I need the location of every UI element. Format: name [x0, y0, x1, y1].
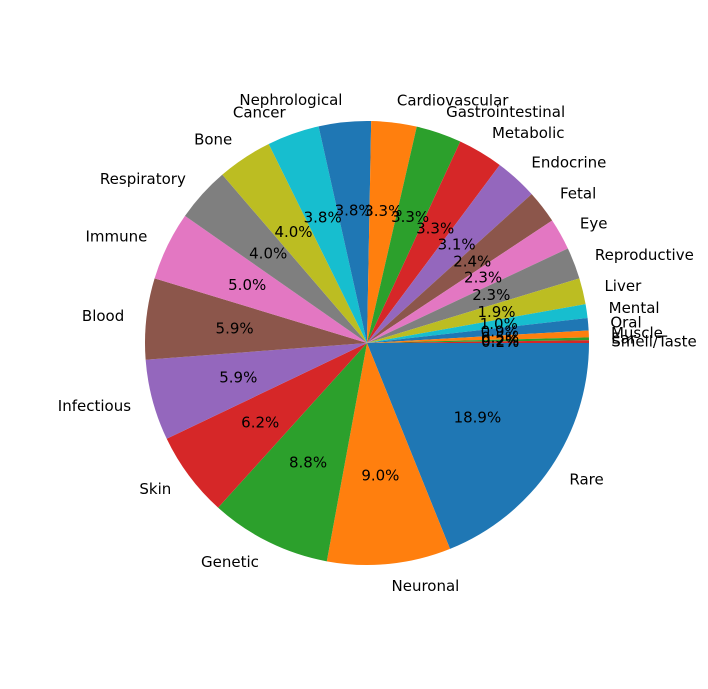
percent-label-skin: 6.2%	[241, 414, 279, 432]
percent-labels: 18.9%9.0%8.8%6.2%5.9%5.9%5.0%4.0%4.0%3.8…	[216, 201, 520, 484]
category-label-metabolic: Metabolic	[492, 124, 565, 142]
pie-slice-genetic	[218, 343, 367, 562]
pie-slice-immune	[154, 215, 367, 343]
category-label-blood: Blood	[82, 307, 124, 325]
pie-slice-neuronal	[326, 343, 451, 565]
pie-slice-metabolic	[367, 141, 500, 343]
category-label-infectious: Infectious	[58, 397, 131, 415]
pie-slice-respiratory	[184, 174, 367, 343]
pie-slice-nephrological	[318, 121, 372, 343]
percent-label-mental: 1.0%	[480, 315, 518, 333]
percent-label-respiratory: 4.0%	[249, 245, 287, 263]
pie-slice-reproductive	[367, 248, 580, 343]
category-label-immune: Immune	[85, 227, 147, 245]
percent-label-gastrointestinal: 3.3%	[391, 208, 429, 226]
percent-label-blood: 5.9%	[216, 319, 254, 337]
percent-label-metabolic: 3.3%	[416, 220, 454, 238]
percent-label-cancer: 3.8%	[304, 208, 342, 226]
pie-slice-ear	[367, 337, 589, 343]
pie-slice-gastrointestinal	[367, 126, 461, 344]
percent-label-genetic: 8.8%	[289, 453, 327, 471]
pie-slice-muscle	[367, 330, 589, 343]
pie-slice-mental	[367, 304, 588, 343]
percent-label-rare: 18.9%	[454, 409, 502, 427]
percent-label-endocrine: 3.1%	[438, 235, 476, 253]
percent-label-immune: 5.0%	[228, 276, 266, 294]
category-label-respiratory: Respiratory	[100, 170, 186, 188]
percent-label-liver: 1.9%	[477, 303, 515, 321]
pie-slice-bone	[222, 143, 367, 343]
percent-label-infectious: 5.9%	[219, 368, 257, 386]
category-label-reproductive: Reproductive	[595, 246, 694, 264]
pie-slice-eye	[367, 220, 568, 343]
percent-label-ear: 0.2%	[481, 331, 519, 349]
pie-slice-endocrine	[367, 165, 532, 343]
percent-label-fetal: 2.4%	[453, 252, 491, 270]
category-label-eye: Eye	[580, 214, 608, 232]
category-label-ear: Ear	[611, 329, 637, 347]
percent-label-oral: 0.9%	[481, 323, 519, 341]
pie-slice-infectious	[145, 343, 367, 439]
percent-label-reproductive: 2.3%	[472, 286, 510, 304]
percent-label-bone: 4.0%	[274, 223, 312, 241]
category-label-smell-taste: Smell/Taste	[611, 332, 697, 350]
percent-label-neuronal: 9.0%	[361, 467, 399, 485]
percent-label-eye: 2.3%	[464, 269, 502, 287]
pie-slice-oral	[367, 317, 589, 343]
pie-slice-skin	[166, 343, 367, 508]
category-label-skin: Skin	[139, 480, 171, 498]
category-label-bone: Bone	[194, 130, 232, 148]
category-labels: Rare Neuronal Genetic Skin Infectious Blood Im…	[58, 91, 697, 595]
category-label-gastrointestinal: Gastrointestinal	[446, 103, 565, 121]
category-label-neuronal: Neuronal	[392, 577, 460, 595]
pie-slice-liver	[367, 278, 586, 343]
category-label-oral: Oral	[610, 313, 641, 331]
percent-label-cardiovascular: 3.3%	[364, 202, 402, 220]
pie-slice-cancer	[268, 126, 367, 343]
category-label-muscle: Muscle	[611, 324, 663, 342]
pie-slice-rare	[367, 343, 589, 549]
category-label-endocrine: Endocrine	[531, 153, 606, 171]
category-label-fetal: Fetal	[560, 184, 596, 202]
category-label-cancer: Cancer	[233, 104, 287, 122]
category-label-mental: Mental	[609, 299, 660, 317]
pie-slice-fetal	[367, 194, 553, 343]
pie-slice-cardiovascular	[367, 121, 417, 344]
percent-label-nephrological: 3.8%	[335, 201, 373, 219]
category-label-genetic: Genetic	[201, 553, 259, 571]
category-label-nephrological: Nephrological	[239, 91, 342, 109]
percent-label-muscle: 0.5%	[481, 329, 519, 347]
category-label-liver: Liver	[604, 277, 642, 295]
category-label-rare: Rare	[569, 471, 603, 489]
pie-slice-smell-taste	[367, 340, 589, 343]
pie-slice-blood	[144, 278, 367, 360]
category-label-cardiovascular: Cardiovascular	[397, 92, 509, 110]
percent-label-smell-taste: 0.2%	[481, 333, 519, 351]
pie-slices	[144, 121, 589, 565]
